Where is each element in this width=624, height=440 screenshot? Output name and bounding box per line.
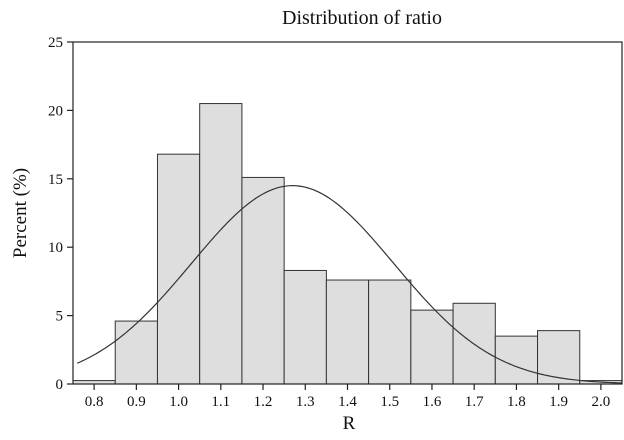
x-tick-label-1.7: 1.7 — [465, 394, 484, 410]
y-tick-label-5: 5 — [56, 309, 64, 325]
histogram-bar-1.0 — [156, 153, 201, 385]
x-tick-label-1.3: 1.3 — [296, 394, 315, 410]
x-tick-label-1.8: 1.8 — [507, 394, 526, 410]
y-tick-label-10: 10 — [48, 240, 63, 256]
y-axis-label: Percent (%) — [10, 168, 31, 258]
x-tick-label-1.9: 1.9 — [549, 394, 568, 410]
x-tick-label-1.0: 1.0 — [169, 394, 188, 410]
y-tick-label-25: 25 — [48, 35, 63, 51]
chart-title: Distribution of ratio — [282, 7, 442, 29]
normal-curve — [76, 185, 623, 384]
x-tick-label-0.9: 0.9 — [127, 394, 146, 410]
histogram-bar-1.3 — [283, 269, 327, 385]
x-axis-label: R — [343, 413, 356, 434]
y-tick-label-15: 15 — [48, 172, 63, 188]
histogram-bar-1.1 — [199, 103, 243, 385]
y-tick-label-20: 20 — [48, 103, 63, 119]
x-tick-label-1.5: 1.5 — [380, 394, 399, 410]
histogram-bar-1.4 — [325, 279, 370, 385]
x-tick-label-1.4: 1.4 — [338, 394, 357, 410]
x-tick-label-1.1: 1.1 — [211, 394, 230, 410]
y-tick-label-0: 0 — [56, 377, 64, 393]
histogram-bar-1.2 — [241, 176, 285, 385]
bars-layer — [72, 103, 623, 385]
curve-layer — [76, 185, 623, 384]
x-tick-label-0.8: 0.8 — [85, 394, 104, 410]
x-tick-label-1.6: 1.6 — [423, 394, 442, 410]
histogram-bar-0.9 — [114, 320, 158, 385]
x-tick-label-1.2: 1.2 — [254, 394, 273, 410]
x-tick-label-2.0: 2.0 — [592, 394, 611, 410]
axes-layer: 0 5 10 15 20 25 0.8 0.9 1.0 1.1 1.2 1.3 1.4 1.5 1.6 1.7… — [48, 35, 623, 410]
histogram-bar-1.9 — [537, 330, 581, 385]
histogram-bar-1.5 — [368, 279, 412, 385]
